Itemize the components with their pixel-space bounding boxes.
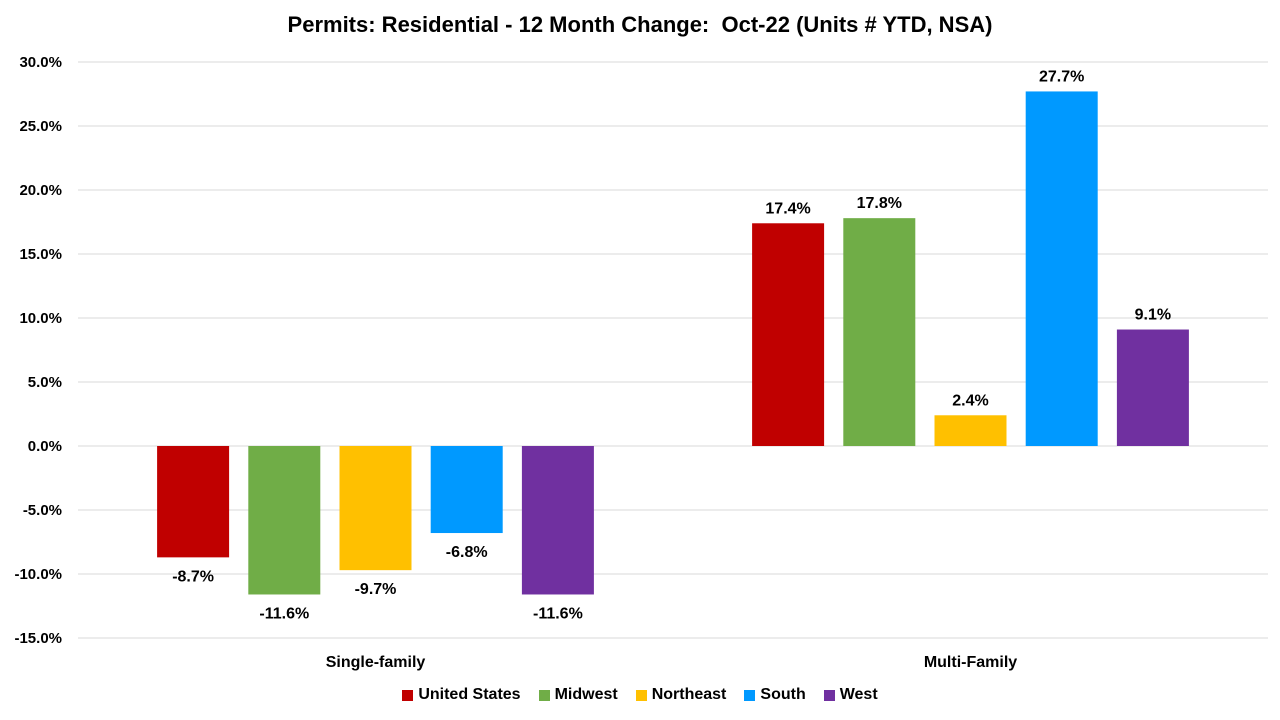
data-label: 27.7% (1039, 68, 1084, 85)
legend-label: West (839, 686, 878, 703)
y-tick-label: 10.0% (19, 310, 62, 327)
y-axis-tick-labels: 30.0% 25.0% 20.0% 15.0% 10.0% 5.0% 0.0% -5.0% -1… (14, 54, 62, 647)
data-label: -9.7% (355, 581, 397, 598)
legend-item-united-states: United States (402, 686, 521, 704)
bar-west-multi-family (1116, 329, 1189, 446)
y-tick-label: 20.0% (19, 182, 62, 199)
legend: United States Midwest Northeast South West (0, 686, 1280, 704)
y-tick-label: -15.0% (14, 630, 62, 647)
data-label: 2.4% (952, 392, 988, 409)
bar-united-states-single-family (157, 446, 230, 558)
data-labels: -8.7% -11.6% -9.7% -6.8% -11.6% 17.4% 17.8% 2.4… (172, 68, 1171, 622)
chart-title: Permits: Residential - 12 Month Change: … (287, 12, 993, 37)
bar-midwest-multi-family (843, 218, 916, 446)
data-label: -8.7% (172, 568, 214, 585)
bar-midwest-single-family (248, 446, 321, 595)
bars (157, 91, 1189, 595)
legend-swatch (823, 689, 835, 701)
y-tick-label: 25.0% (19, 118, 62, 135)
legend-swatch (402, 689, 414, 701)
x-category-label: Multi-Family (924, 654, 1017, 671)
x-category-label: Single-family (326, 654, 426, 671)
bar-northeast-multi-family (934, 415, 1007, 446)
y-tick-label: 30.0% (19, 54, 62, 71)
data-label: -11.6% (533, 605, 583, 622)
legend-item-midwest: Midwest (538, 686, 618, 704)
x-axis-category-labels: Single-family Multi-Family (326, 654, 1018, 671)
legend-swatch (635, 689, 647, 701)
bar-northeast-single-family (339, 446, 412, 571)
legend-swatch (538, 689, 550, 701)
bar-south-single-family (430, 446, 503, 534)
y-tick-label: -10.0% (14, 566, 62, 583)
y-tick-label: -5.0% (23, 502, 62, 519)
y-tick-label: 15.0% (19, 246, 62, 263)
data-label: -11.6% (259, 605, 309, 622)
bar-south-multi-family (1025, 91, 1098, 446)
legend-label: Northeast (651, 686, 727, 703)
data-label: 9.1% (1135, 307, 1171, 324)
legend-swatch (744, 689, 756, 701)
data-label: -6.8% (446, 544, 488, 561)
y-tick-label: 5.0% (28, 374, 62, 391)
legend-label: South (760, 686, 806, 703)
legend-label: United States (418, 686, 521, 703)
bar-west-single-family (521, 446, 594, 595)
bar-united-states-multi-family (752, 223, 825, 446)
data-label: 17.4% (765, 200, 810, 217)
legend-item-west: West (823, 686, 878, 704)
legend-item-south: South (744, 686, 806, 704)
legend-label: Midwest (554, 686, 618, 703)
gridlines (78, 61, 1268, 639)
data-label: 17.8% (857, 195, 902, 212)
legend-item-northeast: Northeast (635, 686, 727, 704)
y-tick-label: 0.0% (28, 438, 62, 455)
